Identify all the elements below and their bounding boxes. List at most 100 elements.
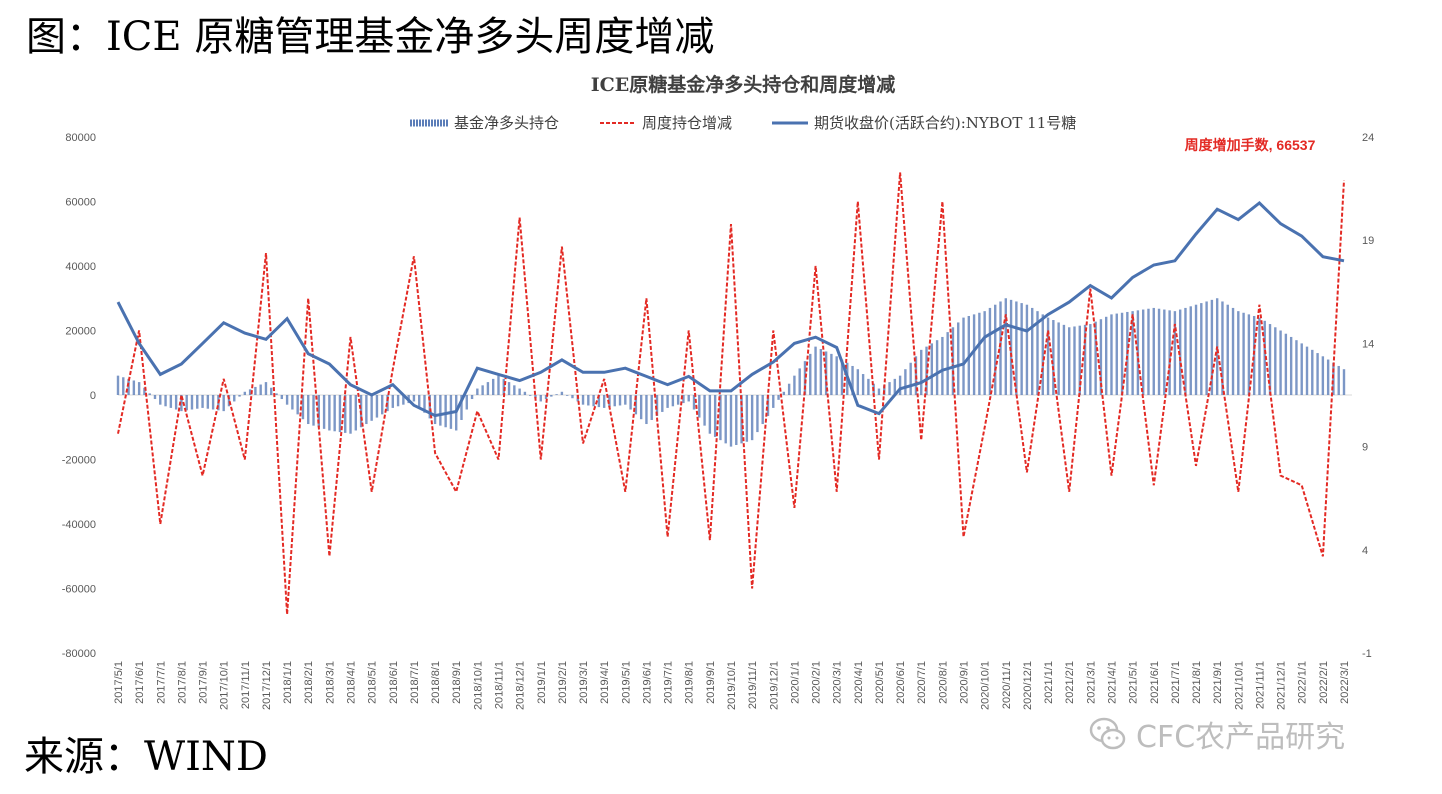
- net-long-bar: [1189, 306, 1192, 395]
- x-axis: 2017/5/1 2017/6/1 2017/7/1 2017/8/1 2017/9/1…: [113, 661, 1351, 710]
- x-tick-label: 2019/8/1: [684, 661, 696, 704]
- net-long-bar: [629, 395, 632, 410]
- net-long-bar: [296, 395, 299, 415]
- net-long-bar: [745, 395, 749, 442]
- net-long-bar: [365, 395, 368, 425]
- x-tick-label: 2020/3/1: [832, 661, 844, 704]
- net-long-bar: [772, 395, 775, 408]
- left-axis: 80000 60000 40000 20000 0 -20000 -40000 -60000 -…: [62, 132, 1352, 660]
- x-tick-label: 2019/2/1: [557, 661, 569, 704]
- net-long-bar: [935, 340, 939, 395]
- net-long-bar: [190, 395, 194, 410]
- net-long-bar: [581, 395, 585, 405]
- net-long-bar: [344, 395, 347, 433]
- x-tick-label: 2021/1/1: [1043, 661, 1055, 704]
- net-long-bar: [867, 378, 870, 395]
- net-long-bar: [724, 395, 727, 444]
- net-long-bar: [904, 369, 907, 395]
- x-tick-label: 2017/6/1: [134, 661, 146, 704]
- net-long-bar: [418, 395, 421, 408]
- net-long-bar: [291, 395, 294, 410]
- net-long-bar: [1073, 326, 1076, 395]
- net-long-bar: [396, 395, 400, 407]
- net-long-bar: [798, 368, 801, 395]
- net-long-bar: [148, 393, 151, 395]
- net-long-bar: [233, 395, 236, 402]
- net-long-bar: [888, 382, 891, 395]
- net-long-bar: [391, 395, 394, 408]
- x-tick-label: 2019/11/1: [747, 661, 759, 709]
- x-tick-label: 2018/9/1: [451, 661, 463, 704]
- figure-title: 图：ICE 原糖管理基金净多头周度增减: [26, 14, 715, 60]
- net-long-bar: [211, 395, 215, 410]
- net-long-bar: [1184, 307, 1187, 395]
- net-long-bar: [423, 395, 426, 413]
- net-long-bar: [1168, 310, 1171, 395]
- net-long-bar: [159, 395, 162, 405]
- net-long-bar: [666, 395, 669, 408]
- watermark-text: CFC农产品研究: [1136, 720, 1346, 755]
- x-tick-label: 2019/9/1: [705, 661, 717, 704]
- net-long-bar: [1078, 325, 1081, 395]
- net-long-bar: [137, 382, 141, 395]
- net-long-bar: [988, 307, 992, 395]
- net-long-bar: [682, 395, 685, 404]
- net-long-bar: [1041, 314, 1044, 395]
- x-tick-label: 2019/6/1: [641, 661, 653, 704]
- legend-label-weekly: 周度持仓增减: [642, 114, 732, 132]
- bar-series: [116, 298, 1346, 447]
- left-tick-label: 80000: [65, 132, 96, 144]
- net-long-bar: [877, 388, 881, 395]
- x-tick-label: 2021/5/1: [1128, 661, 1140, 704]
- net-long-bar: [476, 388, 479, 395]
- x-tick-label: 2018/3/1: [324, 661, 336, 704]
- net-long-bar: [1120, 312, 1124, 395]
- net-long-bar: [920, 349, 923, 395]
- net-long-bar: [941, 336, 944, 395]
- net-long-bar: [254, 386, 257, 395]
- x-tick-label: 2019/12/1: [768, 661, 780, 710]
- left-tick-label: 0: [90, 390, 96, 402]
- left-tick-label: 20000: [65, 326, 96, 338]
- x-tick-label: 2018/8/1: [430, 661, 442, 704]
- net-long-bar: [1110, 314, 1113, 395]
- net-long-bar: [983, 311, 986, 395]
- net-long-bar: [978, 312, 981, 395]
- x-tick-label: 2019/1/1: [536, 661, 548, 704]
- net-long-bar: [729, 395, 733, 447]
- net-long-bar: [909, 362, 912, 395]
- net-long-bar: [1178, 309, 1182, 395]
- net-long-bar: [592, 395, 595, 407]
- net-long-bar: [1052, 320, 1055, 395]
- net-long-bar: [1305, 346, 1309, 395]
- right-tick-label: 14: [1362, 338, 1374, 350]
- net-long-bar: [550, 395, 553, 397]
- x-tick-label: 2021/8/1: [1191, 661, 1203, 704]
- net-long-bar: [127, 378, 130, 395]
- x-tick-label: 2021/3/1: [1085, 661, 1097, 704]
- net-long-bar: [1131, 311, 1134, 395]
- net-long-bar: [560, 391, 564, 395]
- net-long-bar: [1242, 312, 1245, 395]
- x-tick-label: 2018/12/1: [515, 661, 527, 710]
- net-long-bar: [1289, 336, 1293, 395]
- net-long-bar: [433, 395, 437, 425]
- net-long-bar: [803, 361, 807, 395]
- net-long-bar: [1342, 369, 1346, 395]
- legend-label-price: 期货收盘价(活跃合约):NYBOT 11号糖: [814, 114, 1076, 132]
- net-long-bar: [602, 395, 606, 408]
- net-long-bar: [1068, 327, 1071, 395]
- net-long-bar: [185, 395, 188, 411]
- net-long-bar: [428, 395, 431, 419]
- left-tick-label: 60000: [65, 197, 96, 209]
- net-long-bar: [883, 385, 886, 395]
- net-long-bar: [1062, 324, 1066, 395]
- x-tick-label: 2020/11/1: [1001, 661, 1013, 709]
- net-long-bar: [624, 395, 627, 405]
- net-long-bar: [687, 395, 690, 402]
- net-long-bar: [1147, 308, 1150, 395]
- net-long-bar: [153, 395, 157, 400]
- net-long-bar: [719, 395, 722, 441]
- net-long-bar: [1274, 327, 1277, 395]
- net-long-bar: [518, 388, 521, 395]
